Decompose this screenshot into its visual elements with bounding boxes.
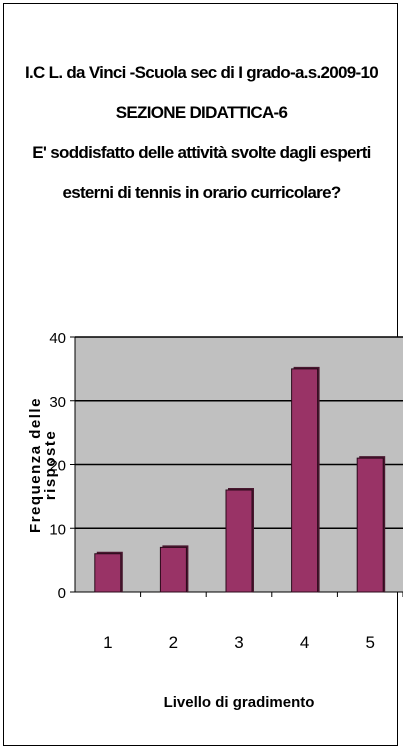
y-tick-label: 20 (49, 458, 66, 475)
bar (291, 368, 319, 593)
x-tick-label: 1 (103, 633, 112, 652)
bar (225, 489, 253, 593)
chart-title-line-1: I.C L. da Vinci -Scuola sec di I grado-a… (25, 63, 379, 82)
x-tick-label: 3 (234, 633, 243, 652)
x-axis-label: Livello di gradimento (164, 694, 315, 711)
chart-title-line-2: SEZIONE DIDATTICA-6 (115, 103, 288, 122)
bar (159, 546, 187, 593)
bar (94, 553, 122, 593)
chart-title-line-4: esterni di tennis in orario curricolare? (62, 183, 341, 202)
y-axis-label-line: Frequenza delle (27, 397, 44, 533)
y-tick-label: 0 (58, 585, 66, 602)
y-axis-label-line: risposte (42, 430, 59, 500)
y-tick-label: 10 (49, 521, 66, 538)
chart-title-line-3: E' soddisfatto delle attività svolte dag… (32, 143, 371, 162)
y-tick-label: 30 (49, 394, 66, 411)
x-tick-label: 4 (300, 633, 309, 652)
bar (356, 457, 384, 593)
x-tick-label: 2 (169, 633, 178, 652)
y-tick-label: 40 (49, 330, 66, 347)
x-tick-label: 5 (365, 633, 374, 652)
